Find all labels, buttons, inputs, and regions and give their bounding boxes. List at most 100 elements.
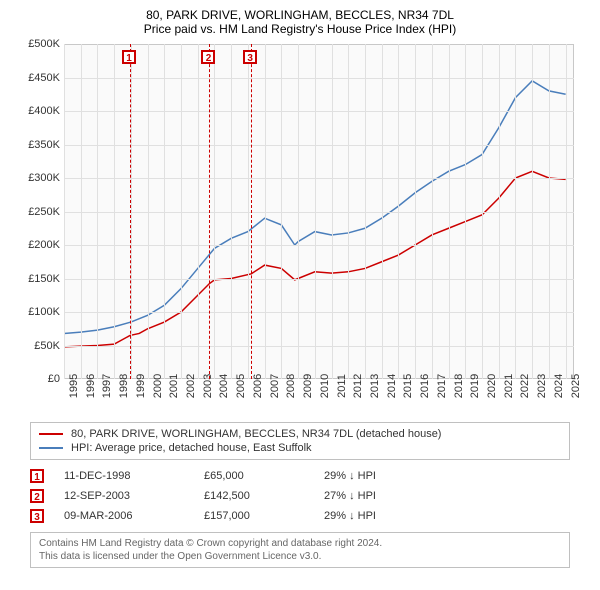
y-axis-label: £400K bbox=[20, 105, 60, 117]
x-gridline bbox=[515, 44, 516, 379]
x-gridline bbox=[465, 44, 466, 379]
x-axis-label: 2011 bbox=[336, 374, 348, 398]
x-gridline bbox=[298, 44, 299, 379]
y-gridline bbox=[64, 178, 574, 179]
y-gridline bbox=[64, 212, 574, 213]
x-axis-label: 1999 bbox=[135, 374, 147, 398]
x-axis-label: 2010 bbox=[319, 374, 331, 398]
x-gridline bbox=[81, 44, 82, 379]
x-gridline bbox=[432, 44, 433, 379]
y-axis-label: £150K bbox=[20, 273, 60, 285]
x-axis-label: 2004 bbox=[218, 374, 230, 398]
x-axis-label: 2013 bbox=[369, 374, 381, 398]
x-axis-label: 2020 bbox=[486, 374, 498, 398]
x-gridline bbox=[114, 44, 115, 379]
footer-line-2: This data is licensed under the Open Gov… bbox=[39, 550, 561, 563]
x-axis-label: 2016 bbox=[419, 374, 431, 398]
x-gridline bbox=[64, 44, 65, 379]
legend-label: HPI: Average price, detached house, East… bbox=[71, 442, 312, 454]
x-gridline bbox=[181, 44, 182, 379]
x-axis-label: 2009 bbox=[302, 374, 314, 398]
title-line-1: 80, PARK DRIVE, WORLINGHAM, BECCLES, NR3… bbox=[0, 8, 600, 22]
marker-line-3 bbox=[251, 44, 252, 379]
y-axis-label: £0 bbox=[20, 373, 60, 385]
x-gridline bbox=[315, 44, 316, 379]
event-diff: 29% ↓ HPI bbox=[324, 470, 444, 482]
x-gridline bbox=[148, 44, 149, 379]
x-axis-label: 2024 bbox=[553, 374, 565, 398]
event-price: £142,500 bbox=[204, 490, 324, 502]
x-gridline bbox=[231, 44, 232, 379]
x-axis-label: 2008 bbox=[285, 374, 297, 398]
x-gridline bbox=[398, 44, 399, 379]
x-axis-label: 1998 bbox=[118, 374, 130, 398]
marker-box-1: 1 bbox=[122, 50, 136, 64]
event-marker: 3 bbox=[30, 509, 44, 523]
x-gridline bbox=[97, 44, 98, 379]
legend-row: HPI: Average price, detached house, East… bbox=[39, 441, 561, 455]
x-gridline bbox=[499, 44, 500, 379]
y-gridline bbox=[64, 111, 574, 112]
event-row: 2 12-SEP-2003£142,50027% ↓ HPI bbox=[30, 486, 570, 506]
x-gridline bbox=[214, 44, 215, 379]
footer-line-1: Contains HM Land Registry data © Crown c… bbox=[39, 537, 561, 550]
x-gridline bbox=[281, 44, 282, 379]
x-axis-label: 2005 bbox=[235, 374, 247, 398]
x-gridline bbox=[332, 44, 333, 379]
legend-row: 80, PARK DRIVE, WORLINGHAM, BECCLES, NR3… bbox=[39, 427, 561, 441]
x-gridline bbox=[549, 44, 550, 379]
event-date: 12-SEP-2003 bbox=[64, 490, 204, 502]
x-axis-label: 1995 bbox=[68, 374, 80, 398]
y-axis-label: £100K bbox=[20, 306, 60, 318]
events-table: 111-DEC-1998£65,00029% ↓ HPI 2 12-SEP-2003… bbox=[30, 466, 570, 526]
marker-box-2: 2 bbox=[201, 50, 215, 64]
x-axis-label: 1996 bbox=[85, 374, 97, 398]
x-gridline bbox=[449, 44, 450, 379]
x-axis-label: 2007 bbox=[269, 374, 281, 398]
x-axis-label: 2017 bbox=[436, 374, 448, 398]
x-gridline bbox=[164, 44, 165, 379]
x-gridline bbox=[248, 44, 249, 379]
title-line-2: Price paid vs. HM Land Registry's House … bbox=[0, 22, 600, 36]
legend-swatch bbox=[39, 447, 63, 449]
x-axis-label: 2000 bbox=[152, 374, 164, 398]
event-price: £157,000 bbox=[204, 510, 324, 522]
event-row: 111-DEC-1998£65,00029% ↓ HPI bbox=[30, 466, 570, 486]
event-price: £65,000 bbox=[204, 470, 324, 482]
y-gridline bbox=[64, 279, 574, 280]
legend-swatch bbox=[39, 433, 63, 435]
x-axis-label: 2006 bbox=[252, 374, 264, 398]
x-gridline bbox=[482, 44, 483, 379]
footer: Contains HM Land Registry data © Crown c… bbox=[30, 532, 570, 568]
y-axis-label: £350K bbox=[20, 139, 60, 151]
x-axis-label: 2001 bbox=[168, 374, 180, 398]
x-axis-label: 2018 bbox=[453, 374, 465, 398]
event-date: 11-DEC-1998 bbox=[64, 470, 204, 482]
y-axis-label: £200K bbox=[20, 239, 60, 251]
chart-title-area: 80, PARK DRIVE, WORLINGHAM, BECCLES, NR3… bbox=[0, 0, 600, 40]
x-gridline bbox=[348, 44, 349, 379]
x-axis-label: 2003 bbox=[202, 374, 214, 398]
legend-label: 80, PARK DRIVE, WORLINGHAM, BECCLES, NR3… bbox=[71, 428, 441, 440]
event-marker: 2 bbox=[30, 489, 44, 503]
marker-line-1 bbox=[130, 44, 131, 379]
event-diff: 27% ↓ HPI bbox=[324, 490, 444, 502]
x-gridline bbox=[198, 44, 199, 379]
x-gridline bbox=[265, 44, 266, 379]
x-gridline bbox=[415, 44, 416, 379]
y-gridline bbox=[64, 245, 574, 246]
marker-line-2 bbox=[209, 44, 210, 379]
x-axis-label: 2015 bbox=[402, 374, 414, 398]
y-axis-label: £500K bbox=[20, 38, 60, 50]
y-axis-label: £450K bbox=[20, 72, 60, 84]
x-gridline bbox=[365, 44, 366, 379]
y-gridline bbox=[64, 346, 574, 347]
chart-area: £0£50K£100K£150K£200K£250K£300K£350K£400… bbox=[20, 44, 580, 414]
x-axis-label: 1997 bbox=[101, 374, 113, 398]
y-gridline bbox=[64, 145, 574, 146]
legend: 80, PARK DRIVE, WORLINGHAM, BECCLES, NR3… bbox=[30, 422, 570, 460]
marker-box-3: 3 bbox=[243, 50, 257, 64]
x-axis-label: 2002 bbox=[185, 374, 197, 398]
x-axis-label: 2022 bbox=[519, 374, 531, 398]
x-axis-label: 2025 bbox=[570, 374, 582, 398]
